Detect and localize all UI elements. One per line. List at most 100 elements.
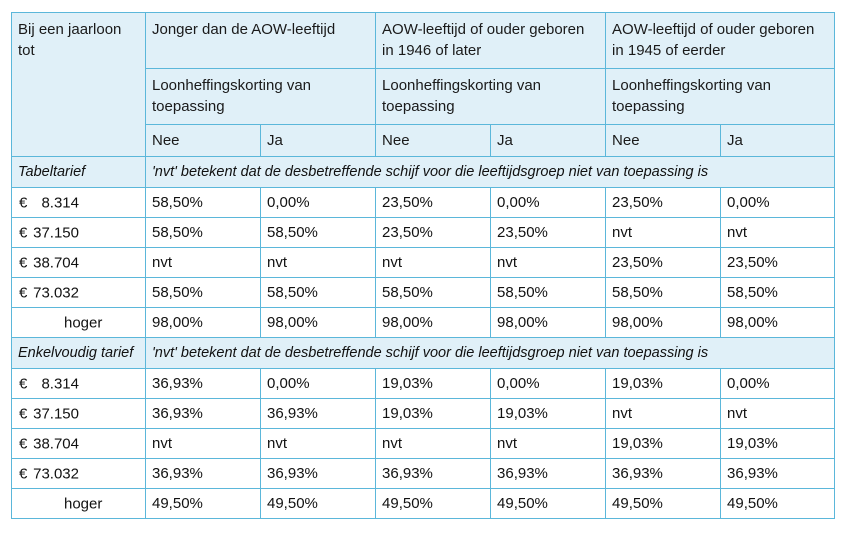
rate-cell: nvt — [490, 247, 607, 278]
table-row: hoger 49,50% 49,50% 49,50% 49,50% 49,50% 49,50… — [11, 488, 836, 519]
rate-cell: 58,50% — [145, 187, 261, 218]
rate-cell: 19,03% — [375, 398, 492, 429]
table-row: €8.314 58,50% 0,00% 23,50% 0,00% 23,50% 0,00% — [11, 187, 836, 218]
section-title: Enkelvoudig tarief — [11, 337, 146, 369]
rate-cell: nvt — [490, 428, 607, 459]
section-row: Tabeltarief'nvt' betekent dat de desbetr… — [11, 156, 836, 188]
rate-cell: 49,50% — [145, 488, 261, 519]
rate-cell: 0,00% — [720, 187, 836, 218]
rate-cell: nvt — [375, 428, 492, 459]
income-threshold-cell: €8.314 — [11, 187, 146, 218]
nee-header: Nee — [375, 124, 492, 157]
rate-cell: 19,03% — [720, 428, 836, 459]
table-body: Tabeltarief'nvt' betekent dat de desbetr… — [11, 156, 836, 519]
currency-symbol: € — [19, 375, 28, 392]
income-amount: 38.704 — [33, 435, 79, 452]
rate-cell: 36,93% — [145, 458, 261, 489]
currency-symbol: € — [19, 405, 28, 422]
group-header-aow-1945-earlier: AOW-leeftijd of ouder geboren in 1945 of… — [605, 12, 836, 69]
rate-cell: 49,50% — [375, 488, 492, 519]
rate-cell: nvt — [375, 247, 492, 278]
income-threshold-cell: €73.032 — [11, 458, 146, 489]
ja-header: Ja — [720, 124, 836, 157]
rate-cell: 98,00% — [145, 307, 261, 338]
ja-header: Ja — [490, 124, 607, 157]
table-row: €37.150 58,50% 58,50% 23,50% 23,50% nvt nvt — [11, 217, 836, 248]
currency-symbol: € — [19, 435, 28, 452]
section-title: Tabeltarief — [11, 156, 146, 188]
rate-cell: 36,93% — [490, 458, 607, 489]
rate-cell: 58,50% — [375, 277, 492, 308]
income-amount: 73.032 — [33, 284, 79, 301]
rate-cell: 23,50% — [605, 187, 722, 218]
rate-cell: 98,00% — [490, 307, 607, 338]
currency-symbol: € — [19, 224, 28, 241]
rate-cell: 98,00% — [605, 307, 722, 338]
subheader-loonheffingskorting: Loonheffingskorting van toepassing — [375, 68, 607, 125]
income-amount: hoger — [64, 495, 103, 512]
income-amount: 37.150 — [33, 405, 79, 422]
rate-cell: nvt — [259, 428, 377, 459]
rate-cell: 36,93% — [259, 458, 377, 489]
income-threshold-cell: €73.032 — [11, 277, 146, 308]
rate-cell: 36,93% — [145, 398, 261, 429]
table-row: hoger 98,00% 98,00% 98,00% 98,00% 98,00% 98,00… — [11, 307, 836, 338]
income-amount: 37.150 — [33, 224, 79, 241]
rate-cell: 0,00% — [720, 368, 836, 399]
income-amount: 8.314 — [41, 375, 79, 392]
rate-cell: 98,00% — [720, 307, 836, 338]
rate-cell: 36,93% — [605, 458, 722, 489]
rate-cell: 58,50% — [145, 217, 261, 248]
rate-cell: nvt — [605, 398, 722, 429]
rate-cell: 0,00% — [490, 368, 607, 399]
group-header-under-aow: Jonger dan de AOW-leeftijd — [144, 12, 377, 69]
rate-cell: 19,03% — [375, 368, 492, 399]
rate-cell: 23,50% — [375, 187, 492, 218]
income-threshold-cell: €8.314 — [11, 368, 146, 399]
rate-cell: 58,50% — [145, 277, 261, 308]
rate-cell: nvt — [720, 217, 836, 248]
rate-cell: nvt — [720, 398, 836, 429]
rate-cell: 36,93% — [259, 398, 377, 429]
rate-cell: 49,50% — [720, 488, 836, 519]
section-row: Enkelvoudig tarief'nvt' betekent dat de … — [11, 337, 836, 369]
rate-cell: 0,00% — [259, 368, 377, 399]
income-amount: 38.704 — [33, 254, 79, 271]
rate-cell: 23,50% — [720, 247, 836, 278]
rate-cell: 0,00% — [259, 187, 377, 218]
currency-symbol: € — [19, 194, 28, 211]
rate-cell: 0,00% — [490, 187, 607, 218]
rate-cell: 23,50% — [605, 247, 722, 278]
income-column-header: Bij een jaarloon tot — [11, 12, 146, 157]
currency-symbol: € — [19, 465, 28, 482]
table-row: €8.314 36,93% 0,00% 19,03% 0,00% 19,03% 0,00% — [11, 368, 836, 399]
tax-rate-table: Bij een jaarloon tot Jonger dan de AOW-l… — [11, 12, 836, 519]
rate-cell: 98,00% — [375, 307, 492, 338]
rate-cell: 58,50% — [259, 277, 377, 308]
table-row: €37.150 36,93% 36,93% 19,03% 19,03% nvt nvt — [11, 398, 836, 429]
rate-cell: 36,93% — [375, 458, 492, 489]
income-amount: 8.314 — [41, 194, 79, 211]
rate-cell: nvt — [145, 428, 261, 459]
rate-cell: 36,93% — [720, 458, 836, 489]
rate-cell: 58,50% — [720, 277, 836, 308]
currency-symbol: € — [19, 254, 28, 271]
subheader-loonheffingskorting: Loonheffingskorting van toepassing — [605, 68, 836, 125]
rate-cell: 36,93% — [145, 368, 261, 399]
income-threshold-cell: €37.150 — [11, 398, 146, 429]
ja-header: Ja — [259, 124, 377, 157]
income-threshold-cell: hoger — [11, 307, 146, 338]
section-note: 'nvt' betekent dat de desbetreffende sch… — [144, 156, 836, 188]
rate-cell: 19,03% — [490, 398, 607, 429]
rate-cell: 49,50% — [490, 488, 607, 519]
table-row: €38.704 nvt nvt nvt nvt 19,03% 19,03% — [11, 428, 836, 459]
rate-cell: 58,50% — [605, 277, 722, 308]
nee-header: Nee — [605, 124, 722, 157]
table-row: €73.032 58,50% 58,50% 58,50% 58,50% 58,50% 58,… — [11, 277, 836, 308]
income-amount: 73.032 — [33, 465, 79, 482]
rate-cell: 19,03% — [605, 368, 722, 399]
income-threshold-cell: €37.150 — [11, 217, 146, 248]
nee-header: Nee — [145, 124, 261, 157]
rate-cell: 19,03% — [605, 428, 722, 459]
rate-cell: 58,50% — [490, 277, 607, 308]
